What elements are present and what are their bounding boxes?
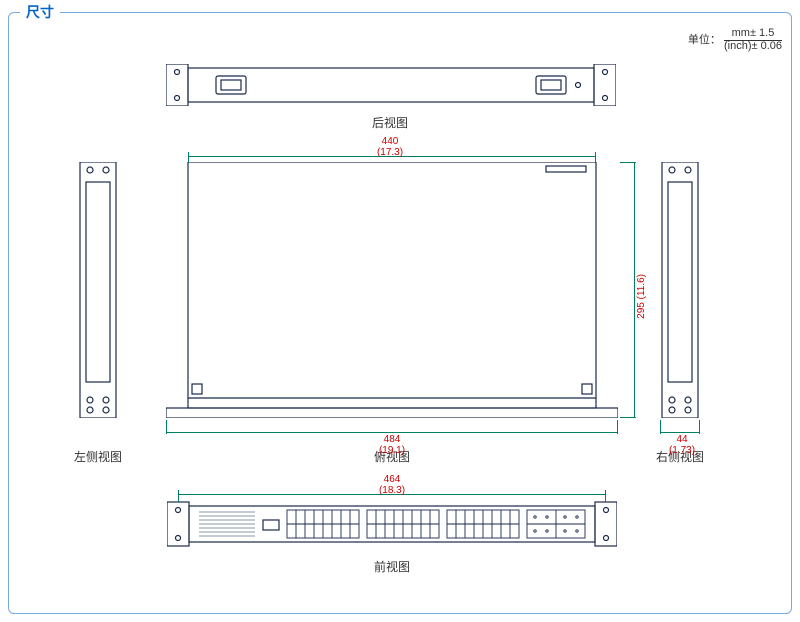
dim-tick [620, 417, 636, 418]
dim-tick [660, 420, 661, 434]
dim-in: (19.1) [379, 445, 405, 456]
dim-tick [188, 152, 189, 162]
dim-in: (1.73) [669, 445, 695, 456]
dim-44-line [660, 432, 700, 433]
right-side-drawing [660, 162, 700, 418]
dim-mm: 484 [384, 434, 401, 445]
rear-view-drawing [166, 64, 616, 106]
dim-295: 295 (11.6) [636, 274, 660, 319]
left-side-drawing [78, 162, 118, 418]
dim-440: 440 (17.3) [360, 136, 420, 158]
top-view-drawing [166, 162, 618, 418]
front-view-drawing [167, 500, 617, 548]
rear-label: 后视图 [360, 114, 420, 131]
dim-mm: 440 [382, 136, 399, 147]
dim-mm: 464 [384, 474, 401, 485]
dim-484-line [166, 432, 618, 433]
dim-tick [595, 152, 596, 162]
dim-mm: 295 [636, 302, 647, 319]
dim-tick [617, 420, 618, 434]
unit-box: 单位： mm± 1.5 (inch)± 0.06 [688, 28, 782, 52]
unit-label: 单位： [688, 34, 721, 46]
unit-inch: (inch)± 0.06 [724, 41, 782, 52]
dim-464: 464 (18.3) [362, 474, 422, 496]
dim-44: 44 (1.73) [662, 434, 702, 456]
dim-295-line [634, 162, 635, 418]
section-title: 尺寸 [20, 2, 60, 22]
front-label: 前视图 [362, 558, 422, 575]
dim-tick [699, 420, 700, 434]
dim-tick [620, 162, 636, 163]
dim-tick [166, 420, 167, 434]
dim-mm: 44 [676, 434, 687, 445]
left-label: 左侧视图 [68, 448, 128, 465]
dim-tick [178, 490, 179, 502]
dim-in: (11.6) [636, 274, 647, 299]
dim-484: 484 (19.1) [362, 434, 422, 456]
dim-tick [605, 490, 606, 502]
dim-in: (18.3) [379, 485, 405, 496]
dim-in: (17.3) [377, 147, 403, 158]
